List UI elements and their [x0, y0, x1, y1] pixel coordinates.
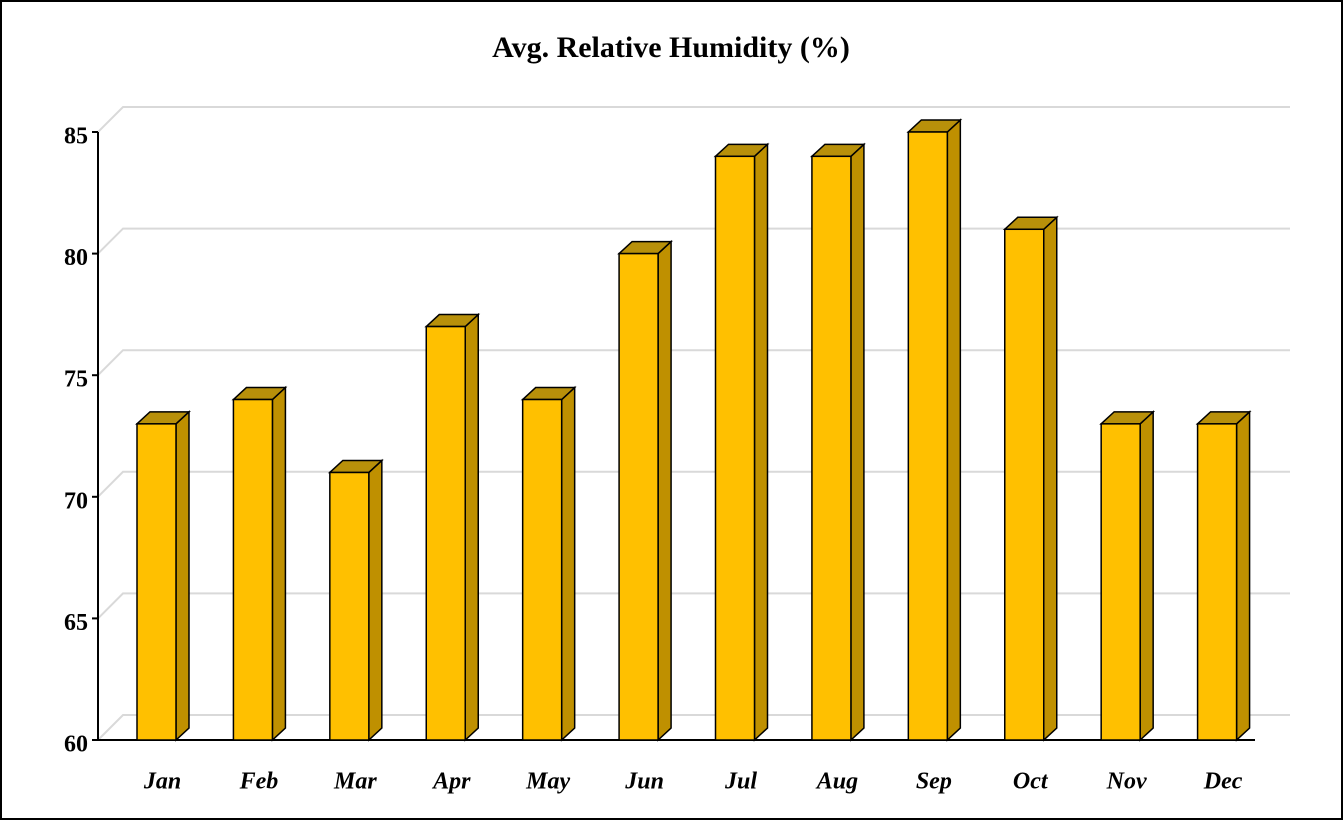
x-tick-label: Jun [624, 769, 664, 795]
chart-title: Avg. Relative Humidity (%) [492, 31, 850, 64]
bar [1099, 410, 1156, 742]
x-tick-label: Aug [815, 769, 858, 795]
bar-side [1043, 215, 1058, 742]
bar-front [1100, 423, 1141, 741]
y-tick-label: 70 [64, 488, 88, 514]
x-tick-label: Sep [916, 769, 952, 795]
bar-front [907, 131, 949, 741]
y-tick-label: 65 [64, 610, 88, 636]
bar-front [425, 325, 466, 741]
bar [424, 312, 481, 742]
x-tick-label: Jan [143, 769, 181, 795]
grid-line [97, 227, 1290, 255]
y-tick-label: 85 [64, 124, 88, 150]
x-tick-label: Dec [1203, 769, 1243, 795]
x-tick-label: Nov [1106, 769, 1147, 795]
bar [231, 385, 288, 742]
y-tick-label: 75 [64, 367, 88, 393]
bar-front [618, 252, 659, 741]
bar-front [811, 155, 852, 741]
bar [617, 239, 674, 742]
bar [713, 142, 770, 742]
bar-side [464, 312, 479, 742]
bar-front [1004, 228, 1045, 741]
bar-side [368, 458, 383, 742]
bar-side [1139, 410, 1154, 742]
bar-front [329, 471, 370, 741]
bar [1195, 410, 1252, 742]
grid-line [97, 349, 1290, 376]
bar-side [657, 239, 672, 742]
bar [135, 410, 191, 742]
x-tick-label: Apr [431, 769, 471, 795]
x-tick-label: Feb [239, 769, 279, 795]
grid-line [97, 470, 1290, 498]
bar-side [946, 118, 962, 742]
bar-front [714, 155, 756, 741]
grid-line [97, 714, 1290, 741]
bar-side [175, 410, 190, 742]
bar-side [753, 142, 769, 742]
bar-front [136, 423, 177, 741]
y-tick-label: 60 [64, 732, 88, 758]
x-tick-label: Oct [1013, 769, 1049, 795]
bar [1002, 215, 1059, 742]
grid-line [97, 106, 1290, 133]
bar [809, 142, 866, 742]
x-tick-label: Mar [333, 769, 377, 795]
bar-side [271, 385, 287, 742]
bar-front [1196, 423, 1238, 741]
x-tick-label: May [525, 769, 570, 795]
bar-side [560, 385, 576, 742]
grid-line [97, 592, 1290, 620]
bar-front [232, 398, 274, 741]
bar [327, 458, 384, 742]
bar [520, 385, 577, 742]
y-tick-label: 80 [64, 245, 88, 271]
bar-side [850, 142, 865, 742]
bar-side [1235, 410, 1251, 742]
bar-front [521, 398, 563, 741]
x-tick-label: Jul [724, 769, 757, 795]
bar [906, 118, 963, 742]
